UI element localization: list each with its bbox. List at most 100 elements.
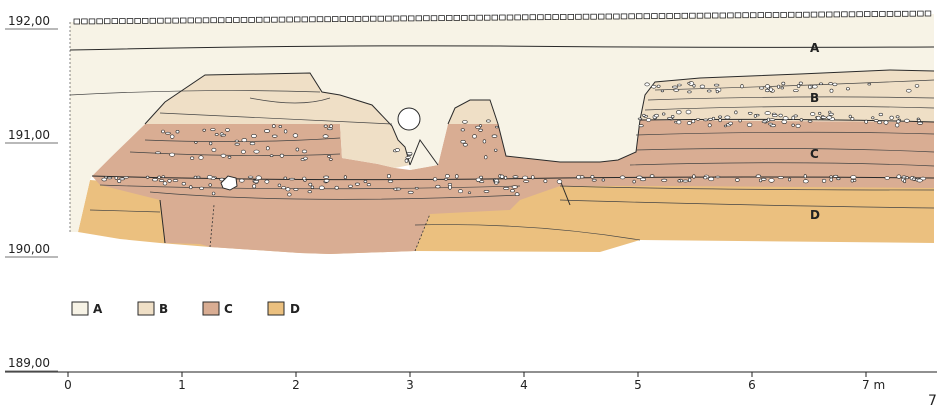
pebble [310, 185, 315, 189]
pavement-brick [88, 18, 96, 25]
pebble [241, 138, 248, 143]
pavement-brick [423, 15, 430, 22]
pebble [828, 110, 832, 114]
pebble [283, 176, 288, 180]
elevation-label-192: 192,00 [8, 14, 50, 28]
pebble [354, 182, 360, 186]
pebble [768, 122, 773, 126]
pebble [638, 124, 644, 128]
pebble [104, 176, 108, 179]
pebble [152, 178, 158, 182]
pebble [199, 186, 204, 190]
layer-label-a: A [810, 41, 820, 55]
pebble [193, 175, 198, 179]
legend-swatch-b [137, 301, 155, 316]
pebble [792, 89, 799, 92]
pebble [455, 174, 459, 179]
pebble [848, 114, 852, 119]
pebble [590, 175, 595, 179]
pebble [106, 176, 113, 180]
pebble [343, 175, 347, 180]
axis-tick-label-2: 2 [292, 378, 300, 392]
pebble [190, 156, 195, 160]
pebble [210, 128, 216, 132]
pebble [444, 178, 448, 181]
pavement-brick [826, 11, 833, 18]
pebble [189, 185, 193, 190]
pebble [514, 192, 520, 196]
pebble [829, 177, 833, 182]
pebble [460, 140, 466, 144]
pebble [295, 147, 299, 152]
pavement-brick [157, 17, 164, 24]
pebble [707, 123, 712, 128]
pebble [758, 86, 765, 90]
pebble [269, 154, 274, 157]
pebble [820, 116, 827, 119]
pavement-brick [164, 17, 172, 24]
pebble [329, 124, 333, 128]
pebble [791, 123, 795, 127]
pebble [255, 175, 262, 180]
pebble [288, 177, 296, 181]
pebble [484, 155, 488, 160]
pavement-brick [636, 13, 643, 20]
pavement-brick [681, 12, 688, 19]
axis-ticks: 0 1 2 3 4 5 6 7 m [64, 372, 885, 392]
pavement-brick [742, 12, 749, 19]
pebble [579, 175, 585, 179]
pebble [766, 117, 770, 122]
pebble [734, 178, 740, 182]
pebble [249, 141, 256, 146]
legend-label-a: A [93, 302, 103, 316]
pavement-brick [613, 13, 620, 20]
axis-tick-label-5: 5 [634, 378, 642, 392]
pebble [916, 119, 921, 123]
pebble [172, 179, 179, 182]
pebble [119, 177, 125, 181]
pavement-row [73, 10, 932, 25]
pebble [812, 84, 818, 89]
pebble [676, 119, 682, 125]
pebble [895, 115, 900, 119]
pebble [829, 175, 833, 179]
pavement-brick [385, 15, 392, 22]
pavement-brick [126, 18, 134, 24]
pavement-brick [240, 16, 248, 23]
pavement-brick [461, 14, 468, 21]
pavement-brick [795, 11, 802, 18]
pebble [676, 110, 682, 115]
pebble [782, 116, 789, 121]
pebble [746, 122, 753, 127]
pebble [323, 179, 330, 183]
pebble [916, 178, 923, 183]
pavement-brick [537, 14, 544, 21]
pebble [718, 118, 722, 123]
pavement-brick [582, 13, 590, 20]
pebble [682, 179, 689, 183]
pebble [807, 120, 813, 123]
pavement-brick [894, 10, 901, 17]
pebble [777, 84, 781, 89]
pavement-brick [438, 15, 445, 22]
pebble [780, 86, 784, 90]
elevation-label-191: 191,00 [8, 128, 50, 142]
pavement-brick [674, 12, 681, 19]
pavement-brick [377, 15, 384, 22]
pavement-brick [590, 13, 597, 20]
pavement-brick [331, 16, 339, 23]
pebble [884, 176, 890, 180]
pebble [718, 115, 723, 119]
pebble [816, 115, 821, 121]
pebble [903, 179, 907, 184]
pebble [169, 152, 175, 157]
pavement-brick [841, 11, 848, 18]
pavement-brick [248, 16, 255, 23]
pebble [234, 139, 239, 143]
pebble [867, 82, 872, 86]
pebble [221, 134, 226, 137]
pebble [873, 119, 879, 122]
legend-label-d: D [290, 302, 300, 316]
pebble [334, 185, 339, 190]
pebble [864, 119, 869, 124]
